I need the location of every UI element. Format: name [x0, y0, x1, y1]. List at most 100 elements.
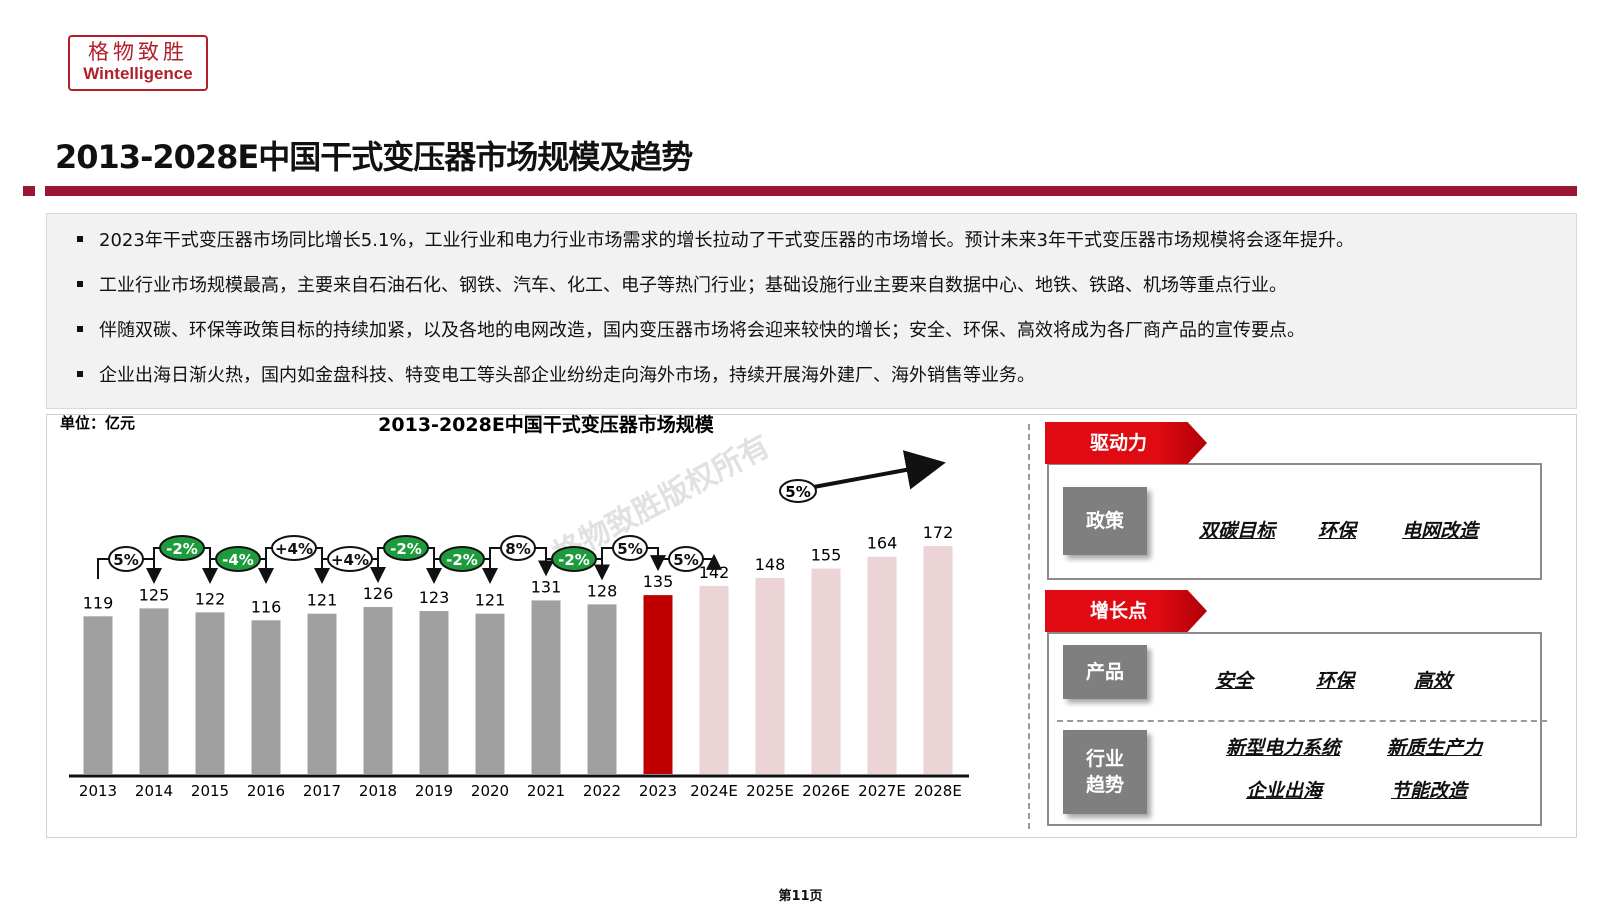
x-tick-label: 2016	[247, 782, 285, 800]
growth-label: -2%	[377, 535, 442, 584]
keyword-new-power-system: 新型电力系统	[1226, 737, 1341, 759]
trend-arrow	[802, 450, 946, 491]
x-tick-label: 2015	[191, 782, 229, 800]
growth-bubble	[551, 546, 597, 572]
bar-2013	[83, 616, 113, 774]
bullet-text: 工业行业市场规模最高，主要来自石油石化、钢铁、汽车、化工、电子等热门行业；基础设…	[99, 275, 1287, 296]
trend-growth-bubble	[779, 479, 817, 503]
growth-label: 5%	[601, 535, 666, 579]
growth-bubble	[215, 546, 261, 572]
x-tick-label: 2014	[135, 782, 173, 800]
x-tick-label: 2017	[303, 782, 341, 800]
bar-value-label: 142	[699, 563, 730, 582]
growth-bubble	[271, 535, 317, 561]
keyword-going-global: 企业出海	[1246, 780, 1323, 802]
growth-text: 5%	[617, 540, 642, 558]
x-tick-label: 2019	[415, 782, 453, 800]
x-tick-label: 2021	[527, 782, 565, 800]
growth-text: +4%	[331, 551, 369, 569]
market-size-chart: 单位：亿元 2013-2028E中国干式变压器市场规模 格物致胜版权所有 119…	[60, 414, 969, 800]
logo-english-text: Wintelligence	[83, 64, 193, 83]
keyword-eco: 环保	[1316, 670, 1355, 692]
bar-value-label: 135	[643, 572, 674, 591]
bullet-item: 企业出海日渐火热，国内如金盘科技、特变电工等头部企业纷纷走向海外市场，持续开展海…	[77, 365, 1035, 387]
growth-label: +4%	[321, 546, 386, 584]
bar-value-label: 125	[139, 585, 170, 604]
bar-value-label: 131	[531, 577, 562, 596]
growth-points-divider	[1057, 720, 1547, 722]
bar-2024E	[699, 585, 729, 774]
growth-bubble	[159, 535, 205, 561]
x-tick-label: 2025E	[746, 782, 794, 800]
bar-2014	[139, 608, 169, 774]
x-tick-label: 2018	[359, 782, 397, 800]
keyword-environment: 环保	[1318, 520, 1357, 542]
bar-2017	[307, 613, 337, 774]
bullet-marker	[77, 326, 83, 332]
bar-2019	[419, 611, 449, 774]
bar-2015	[195, 612, 225, 774]
title-accent-square	[23, 186, 35, 196]
growth-label: -2%	[433, 546, 498, 584]
product-tile: 产品	[1063, 645, 1147, 699]
bar-value-label: 116	[251, 597, 282, 616]
growth-points-header: 增长点	[1045, 590, 1207, 632]
trend-growth-label: 5%	[779, 479, 817, 503]
growth-text: 8%	[505, 540, 530, 558]
growth-label: -2%	[153, 535, 218, 584]
growth-label: 5%	[97, 546, 162, 584]
bullet-text: 伴随双碳、环保等政策目标的持续加紧，以及各地的电网改造，国内变压器市场将会迎来较…	[99, 320, 1305, 341]
title-underline-bar	[45, 186, 1577, 196]
growth-text: 5%	[673, 551, 698, 569]
bar-value-label: 128	[587, 581, 618, 600]
bar-2020	[475, 613, 505, 774]
bar-2027E	[867, 556, 897, 774]
growth-bubble	[327, 546, 373, 572]
keyword-energy-saving: 节能改造	[1391, 780, 1468, 802]
growth-labels-group: 5% -2% -4% +4% +4% -2% -2% 8% -2% 5% 5%	[97, 535, 722, 584]
x-tick-label: 2026E	[802, 782, 850, 800]
bar-value-label: 121	[307, 591, 338, 610]
chart-title: 2013-2028E中国干式变压器市场规模	[378, 414, 715, 436]
bar-value-label: 123	[419, 588, 450, 607]
bullet-item: 2023年干式变压器市场同比增长5.1%，工业行业和电力行业市场需求的增长拉动了…	[77, 230, 1354, 252]
growth-text: -2%	[446, 551, 478, 569]
x-tick-label: 2024E	[690, 782, 738, 800]
trend-growth-text: 5%	[785, 483, 810, 501]
x-tick-label: 2023	[639, 782, 677, 800]
bar-2016	[251, 620, 281, 774]
growth-text: -2%	[390, 540, 422, 558]
panel-separator	[1028, 424, 1030, 829]
growth-bubble	[612, 535, 648, 561]
logo-chinese-text: 格物致胜	[88, 40, 188, 64]
bar-value-label: 122	[195, 589, 226, 608]
bar-value-label: 164	[867, 534, 898, 553]
bullet-item: 工业行业市场规模最高，主要来自石油石化、钢铁、汽车、化工、电子等热门行业；基础设…	[77, 275, 1287, 297]
bullet-marker	[77, 236, 83, 242]
growth-bubble	[439, 546, 485, 572]
growth-text: +4%	[275, 540, 313, 558]
bar-2021	[531, 600, 561, 774]
x-tick-label: 2022	[583, 782, 621, 800]
keyword-grid-upgrade: 电网改造	[1402, 520, 1479, 542]
growth-bubble	[500, 535, 536, 561]
growth-text: -2%	[166, 540, 198, 558]
bar-2026E	[811, 568, 841, 774]
keyword-efficiency: 高效	[1414, 670, 1453, 692]
x-tick-label: 2028E	[914, 782, 962, 800]
summary-box: 2023年干式变压器市场同比增长5.1%，工业行业和电力行业市场需求的增长拉动了…	[46, 213, 1577, 409]
page-number: 第11页	[778, 889, 823, 904]
growth-bubble	[383, 535, 429, 561]
bar-value-label: 121	[475, 591, 506, 610]
growth-text: 5%	[113, 551, 138, 569]
x-tick-label: 2020	[471, 782, 509, 800]
growth-label: 5%	[657, 546, 722, 572]
growth-label: -4%	[209, 546, 274, 584]
growth-label: 8%	[489, 535, 554, 579]
industry-trend-tile: 行业 趋势	[1063, 730, 1147, 814]
drivers-header: 驱动力	[1045, 422, 1207, 464]
bullet-marker	[77, 281, 83, 287]
growth-bubble	[108, 546, 144, 572]
bar-value-label: 172	[923, 523, 954, 542]
bullet-text: 2023年干式变压器市场同比增长5.1%，工业行业和电力行业市场需求的增长拉动了…	[99, 230, 1354, 251]
